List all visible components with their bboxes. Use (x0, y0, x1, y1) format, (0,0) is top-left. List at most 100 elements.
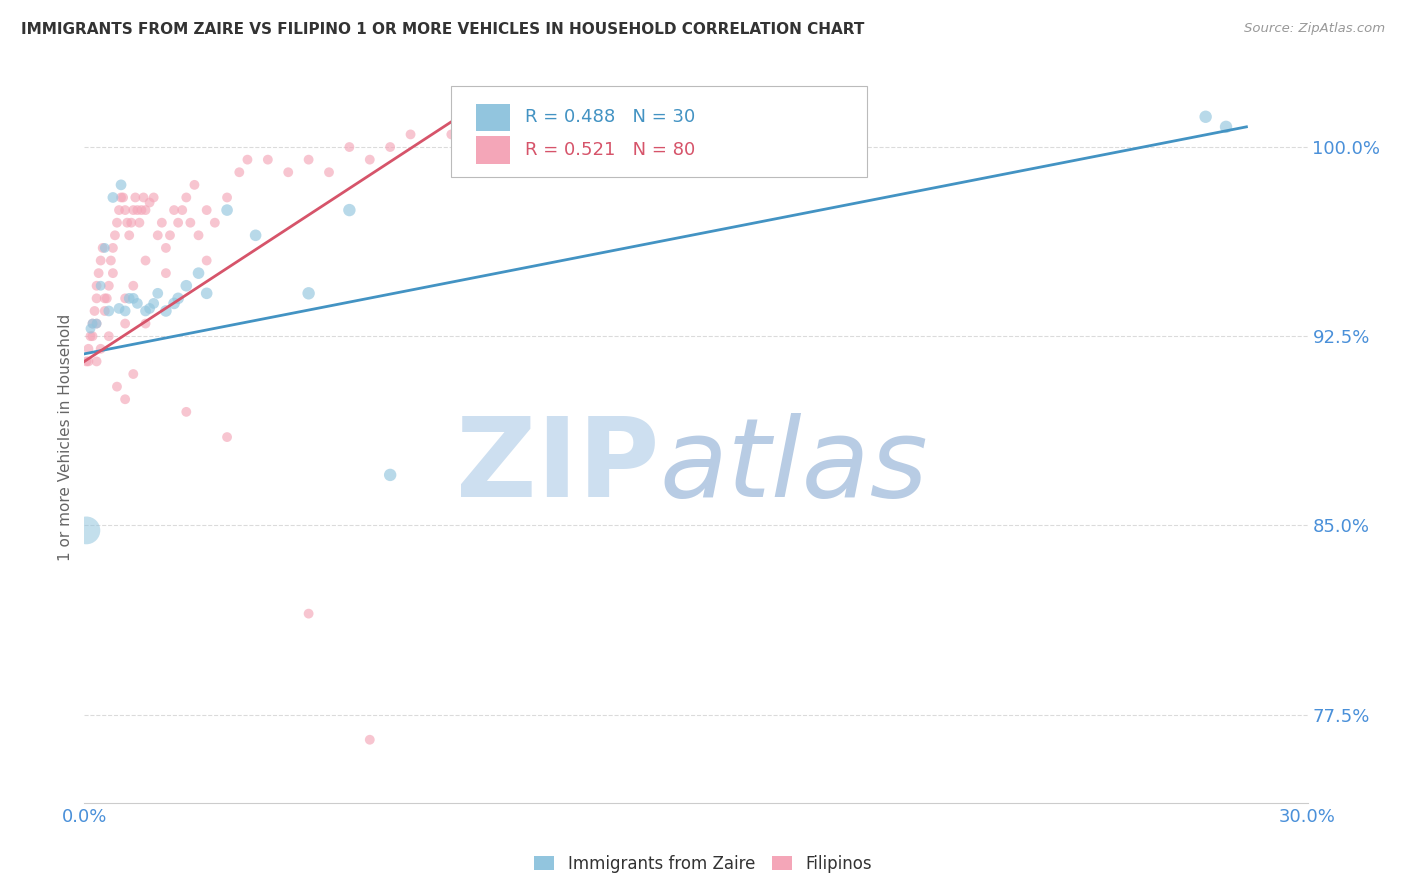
Point (108, 301, 131, 316)
Point (163, 203, 186, 218)
Point (195, 286, 218, 301)
Point (187, 228, 209, 243)
Point (339, 203, 361, 218)
Point (108, 203, 131, 218)
Point (124, 190, 146, 204)
Point (174, 190, 197, 204)
Point (101, 241, 124, 255)
Point (217, 430, 239, 444)
Point (150, 216, 173, 230)
Point (174, 405, 197, 419)
Point (83, 304, 105, 318)
Point (380, 140, 402, 154)
Point (97, 329, 120, 343)
Point (105, 379, 128, 393)
Point (359, 153, 381, 167)
Point (155, 304, 177, 318)
Point (257, 153, 280, 167)
Point (155, 241, 177, 255)
Point (183, 178, 205, 192)
Point (298, 607, 321, 621)
Point (118, 291, 141, 305)
Point (399, 128, 422, 142)
Point (122, 367, 145, 381)
Point (110, 178, 132, 192)
Point (120, 216, 142, 230)
Point (75, 524, 97, 538)
Point (90, 253, 112, 268)
Point (93, 291, 115, 305)
Point (159, 228, 181, 243)
Point (77, 354, 100, 368)
Point (298, 153, 321, 167)
Point (204, 216, 226, 230)
Point (97, 278, 120, 293)
Point (77, 342, 100, 356)
Point (195, 253, 218, 268)
Point (82, 317, 104, 331)
Y-axis label: 1 or more Vehicles in Household: 1 or more Vehicles in Household (58, 313, 73, 561)
Point (90, 342, 112, 356)
Point (122, 291, 145, 305)
Point (135, 304, 157, 318)
Point (440, 128, 463, 142)
Point (82, 317, 104, 331)
Point (127, 296, 149, 310)
Point (104, 228, 127, 243)
Point (93, 241, 115, 255)
Point (87, 266, 110, 280)
Point (101, 190, 124, 204)
Point (114, 291, 136, 305)
Point (135, 317, 157, 331)
Point (86, 317, 108, 331)
Legend: Immigrants from Zaire, Filipinos: Immigrants from Zaire, Filipinos (527, 848, 879, 880)
Point (172, 203, 194, 218)
Point (142, 296, 165, 310)
Point (146, 286, 169, 301)
Point (236, 153, 259, 167)
Bar (475, 136, 510, 163)
Point (96, 291, 118, 305)
Point (86, 317, 108, 331)
Point (118, 228, 141, 243)
Text: R = 0.521   N = 80: R = 0.521 N = 80 (524, 141, 695, 159)
Point (114, 203, 136, 218)
Point (228, 165, 250, 179)
Point (101, 266, 124, 280)
Point (339, 140, 361, 154)
Point (131, 203, 153, 218)
Point (75, 354, 97, 368)
Point (122, 203, 145, 218)
Point (97, 304, 120, 318)
Point (138, 195, 160, 210)
Point (114, 317, 136, 331)
Point (100, 253, 122, 268)
Point (114, 392, 136, 407)
Point (86, 354, 108, 368)
Point (217, 203, 239, 218)
Text: atlas: atlas (659, 413, 928, 520)
Point (146, 228, 169, 243)
Point (110, 190, 132, 204)
Point (167, 291, 190, 305)
Point (142, 190, 165, 204)
Point (135, 203, 157, 218)
Point (132, 190, 155, 204)
Point (122, 278, 145, 293)
Text: IMMIGRANTS FROM ZAIRE VS FILIPINO 1 OR MORE VEHICLES IN HOUSEHOLD CORRELATION CH: IMMIGRANTS FROM ZAIRE VS FILIPINO 1 OR M… (21, 22, 865, 37)
Text: R = 0.488   N = 30: R = 0.488 N = 30 (524, 109, 695, 127)
Text: Source: ZipAtlas.com: Source: ZipAtlas.com (1244, 22, 1385, 36)
Point (79, 321, 101, 335)
Point (277, 165, 299, 179)
FancyBboxPatch shape (451, 86, 868, 178)
Point (195, 203, 218, 218)
Point (86, 291, 108, 305)
Point (127, 203, 149, 218)
Point (90, 278, 112, 293)
Point (114, 304, 136, 318)
Point (135, 253, 157, 268)
Point (167, 216, 190, 230)
Point (82, 329, 104, 343)
Point (138, 301, 160, 316)
Point (155, 266, 177, 280)
